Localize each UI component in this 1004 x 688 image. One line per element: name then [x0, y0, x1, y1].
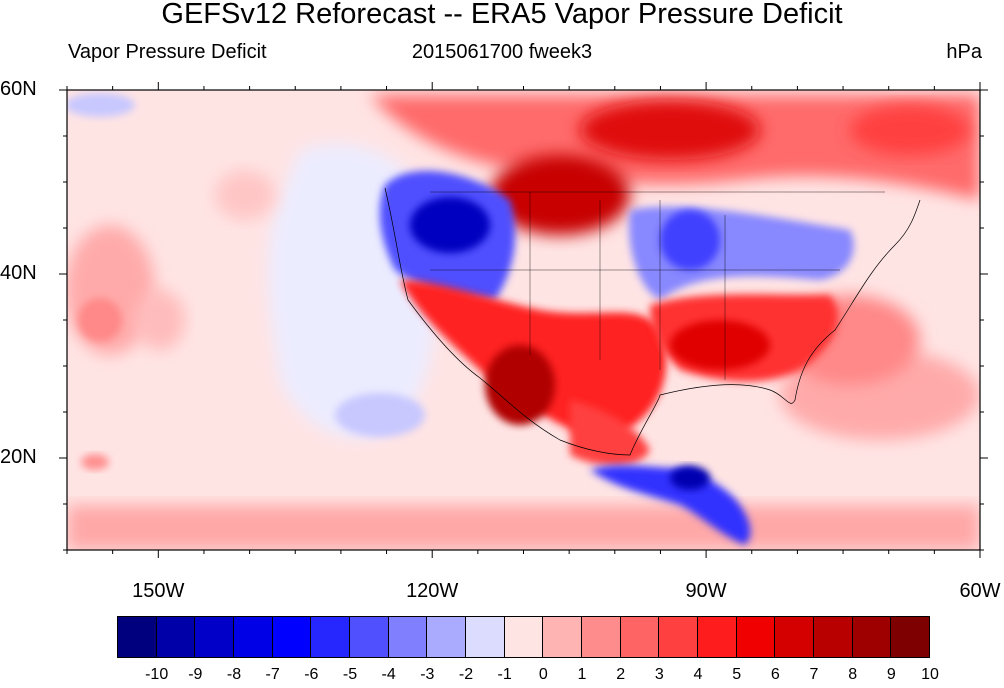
colorbar-swatch — [233, 616, 273, 658]
colorbar-swatch — [581, 616, 621, 658]
longitude-label: 150W — [132, 580, 185, 602]
colorbar-swatch — [426, 616, 467, 658]
colorbar-swatch — [542, 616, 583, 658]
colorbar-label: 1 — [577, 666, 587, 683]
north-america-coastline — [384, 187, 921, 456]
latitude-label: 20N — [0, 446, 37, 468]
colorbar-swatch — [658, 616, 699, 658]
latitude-label: 40N — [0, 262, 37, 284]
colorbar-label: 2 — [616, 666, 626, 683]
colorbar-swatch — [697, 616, 737, 658]
map-borders — [384, 187, 921, 456]
state-borders — [430, 191, 885, 380]
colorbar-label: -10 — [145, 666, 169, 683]
colorbar-swatch — [735, 616, 776, 658]
colorbar-swatch — [310, 616, 351, 658]
central-blue-core — [660, 210, 720, 270]
pacific-blue-patch — [335, 393, 425, 437]
colorbar-swatch — [155, 616, 196, 658]
colorbar-label: 7 — [809, 666, 819, 683]
colorbar-label: 8 — [848, 666, 858, 683]
colorbar-swatch — [503, 616, 544, 658]
southeast-red-core — [670, 320, 770, 370]
colorbar-label: -1 — [497, 666, 512, 683]
colorbar-label: -3 — [420, 666, 435, 683]
colorbar-label: -2 — [458, 666, 474, 683]
units-label: hPa — [946, 41, 982, 63]
longitude-label: 120W — [406, 580, 459, 602]
colorbar-swatch — [117, 616, 157, 658]
colorbar-label: 4 — [693, 666, 703, 683]
pacific-red-core-west — [78, 298, 122, 342]
colorbar-swatch — [194, 616, 235, 658]
latitude-label: 60N — [0, 78, 37, 100]
vpd-map — [59, 82, 988, 558]
date-label: 2015061700 fweek3 — [411, 41, 593, 63]
colorbar-swatch — [890, 616, 931, 658]
southwest-dark-red-core — [485, 345, 555, 425]
variable-label: Vapor Pressure Deficit — [68, 41, 267, 63]
colorbar-label: -9 — [188, 666, 203, 683]
canada-red-core — [580, 100, 760, 160]
colorbar-label: 6 — [770, 666, 780, 683]
colorbar-swatch — [271, 616, 312, 658]
colorbar-labels: -10 -9 -8 -7 -6 -5 -4 -3 -2 -1 0 1 2 3 4 5 6 7 8 9 10 — [0, 666, 1004, 688]
colorbar-swatch — [619, 616, 660, 658]
colorbar-label: -7 — [265, 666, 280, 683]
central-america-blue-core — [670, 466, 710, 490]
alaska-blue-patch — [67, 93, 135, 117]
colorbar-swatch — [387, 616, 428, 658]
colorbar-label: -4 — [381, 666, 396, 683]
anomaly-field — [67, 90, 980, 550]
pacific-red-blob-north — [215, 170, 275, 220]
colorbar-swatch — [349, 616, 389, 658]
central-america-blue-region — [590, 465, 751, 545]
canada-dark-red-core — [490, 155, 630, 235]
longitude-label: 90W — [685, 580, 727, 602]
map-title: GEFSv12 Reforecast -- ERA5 Vapor Pressur… — [161, 0, 843, 30]
axis-ticks — [59, 82, 988, 558]
colorbar-label: -8 — [226, 666, 242, 683]
colorbar-label: 5 — [732, 666, 742, 683]
pacific-red-blob-center — [135, 290, 185, 350]
colorbar-swatch — [465, 616, 505, 658]
colorbar-swatch — [813, 616, 853, 658]
colorbar-label: 10 — [921, 666, 939, 683]
colorbar — [117, 616, 931, 658]
quebec-red-core — [850, 105, 970, 155]
colorbar-label: -6 — [304, 666, 319, 683]
hawaii-red-patch — [81, 454, 109, 470]
southern-red-band — [67, 505, 980, 550]
colorbar-label: 9 — [886, 666, 896, 683]
colorbar-swatch — [851, 616, 892, 658]
colorbar-label: -5 — [342, 666, 358, 683]
northwest-dark-blue-core — [410, 197, 490, 253]
colorbar-swatch — [774, 616, 815, 658]
longitude-label: 60W — [959, 580, 1001, 602]
colorbar-label: 3 — [654, 666, 664, 683]
colorbar-label: 0 — [538, 666, 548, 683]
mexico-red-region — [570, 400, 650, 466]
